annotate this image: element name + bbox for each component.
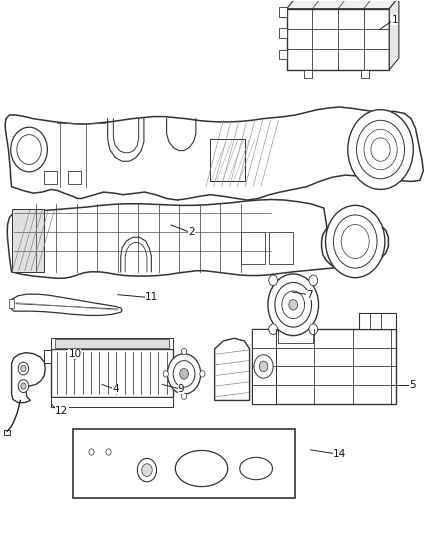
Circle shape [89, 449, 94, 455]
Circle shape [309, 324, 318, 335]
Bar [44, 171, 57, 184]
Circle shape [173, 361, 195, 387]
Circle shape [21, 366, 26, 372]
Bar [12, 209, 44, 272]
Bar [51, 349, 173, 397]
Polygon shape [287, 0, 399, 9]
Text: 1: 1 [392, 15, 398, 25]
Polygon shape [4, 430, 11, 435]
Circle shape [325, 205, 385, 278]
Bar [269, 232, 293, 264]
Circle shape [167, 354, 201, 394]
Circle shape [341, 224, 369, 259]
Circle shape [106, 449, 111, 455]
Circle shape [371, 138, 390, 161]
Text: 4: 4 [112, 384, 119, 394]
Bar [279, 28, 287, 38]
Ellipse shape [175, 450, 228, 487]
Bar [10, 300, 14, 308]
Circle shape [142, 464, 152, 477]
Circle shape [289, 300, 297, 310]
Circle shape [269, 275, 278, 286]
Circle shape [364, 130, 397, 169]
Polygon shape [12, 294, 122, 316]
Circle shape [17, 135, 41, 165]
Bar [55, 340, 169, 348]
Text: 11: 11 [145, 292, 158, 302]
Circle shape [348, 110, 413, 189]
Circle shape [268, 274, 318, 336]
Polygon shape [389, 0, 399, 70]
Text: 14: 14 [332, 449, 346, 458]
Polygon shape [287, 9, 389, 70]
Circle shape [269, 324, 278, 335]
Bar [278, 329, 313, 343]
Circle shape [181, 393, 187, 399]
Bar [252, 329, 396, 403]
FancyBboxPatch shape [84, 466, 121, 488]
Circle shape [333, 215, 377, 268]
Circle shape [18, 379, 28, 392]
Polygon shape [215, 338, 250, 400]
Polygon shape [7, 199, 389, 278]
Circle shape [309, 275, 318, 286]
Ellipse shape [240, 457, 272, 480]
Bar [241, 232, 265, 264]
Bar [279, 50, 287, 59]
Bar [252, 329, 276, 403]
Bar [73, 429, 295, 498]
Text: 5: 5 [409, 379, 416, 390]
Circle shape [254, 355, 273, 378]
FancyBboxPatch shape [80, 439, 120, 466]
Circle shape [180, 368, 188, 379]
Circle shape [11, 127, 47, 172]
Circle shape [163, 370, 168, 377]
Bar [361, 70, 369, 78]
Circle shape [181, 349, 187, 355]
FancyBboxPatch shape [78, 460, 127, 494]
Polygon shape [44, 351, 51, 364]
Text: 2: 2 [188, 228, 195, 238]
Circle shape [275, 282, 311, 327]
Bar [51, 397, 173, 407]
Polygon shape [5, 107, 424, 200]
Text: 10: 10 [68, 349, 81, 359]
Bar [359, 313, 396, 329]
Circle shape [259, 361, 268, 372]
Bar [68, 171, 81, 184]
Circle shape [200, 370, 205, 377]
Text: 12: 12 [55, 406, 68, 416]
Circle shape [21, 383, 26, 389]
Circle shape [282, 291, 304, 319]
Circle shape [357, 120, 405, 179]
Bar [304, 70, 312, 78]
Bar [279, 7, 287, 17]
Text: 9: 9 [177, 384, 184, 394]
Bar [51, 338, 173, 349]
Circle shape [18, 362, 28, 375]
Circle shape [138, 458, 156, 482]
Polygon shape [12, 353, 45, 402]
Bar [210, 139, 245, 181]
Text: 7: 7 [306, 289, 313, 300]
